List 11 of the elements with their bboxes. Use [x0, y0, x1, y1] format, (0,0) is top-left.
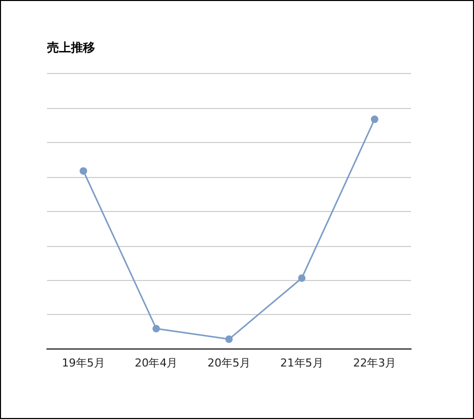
point	[370, 116, 378, 124]
point	[225, 335, 233, 343]
x-tick-label: 19年5月	[62, 356, 105, 370]
point	[298, 274, 306, 282]
point	[80, 167, 88, 175]
x-tick-label: 21年5月	[280, 356, 324, 370]
point	[152, 324, 160, 332]
x-tick-label: 22年3月	[353, 356, 396, 370]
x-tick-label: 20年4月	[134, 356, 178, 370]
chart-title: 売上推移	[47, 40, 95, 54]
x-tick-label: 20年5月	[208, 356, 250, 370]
